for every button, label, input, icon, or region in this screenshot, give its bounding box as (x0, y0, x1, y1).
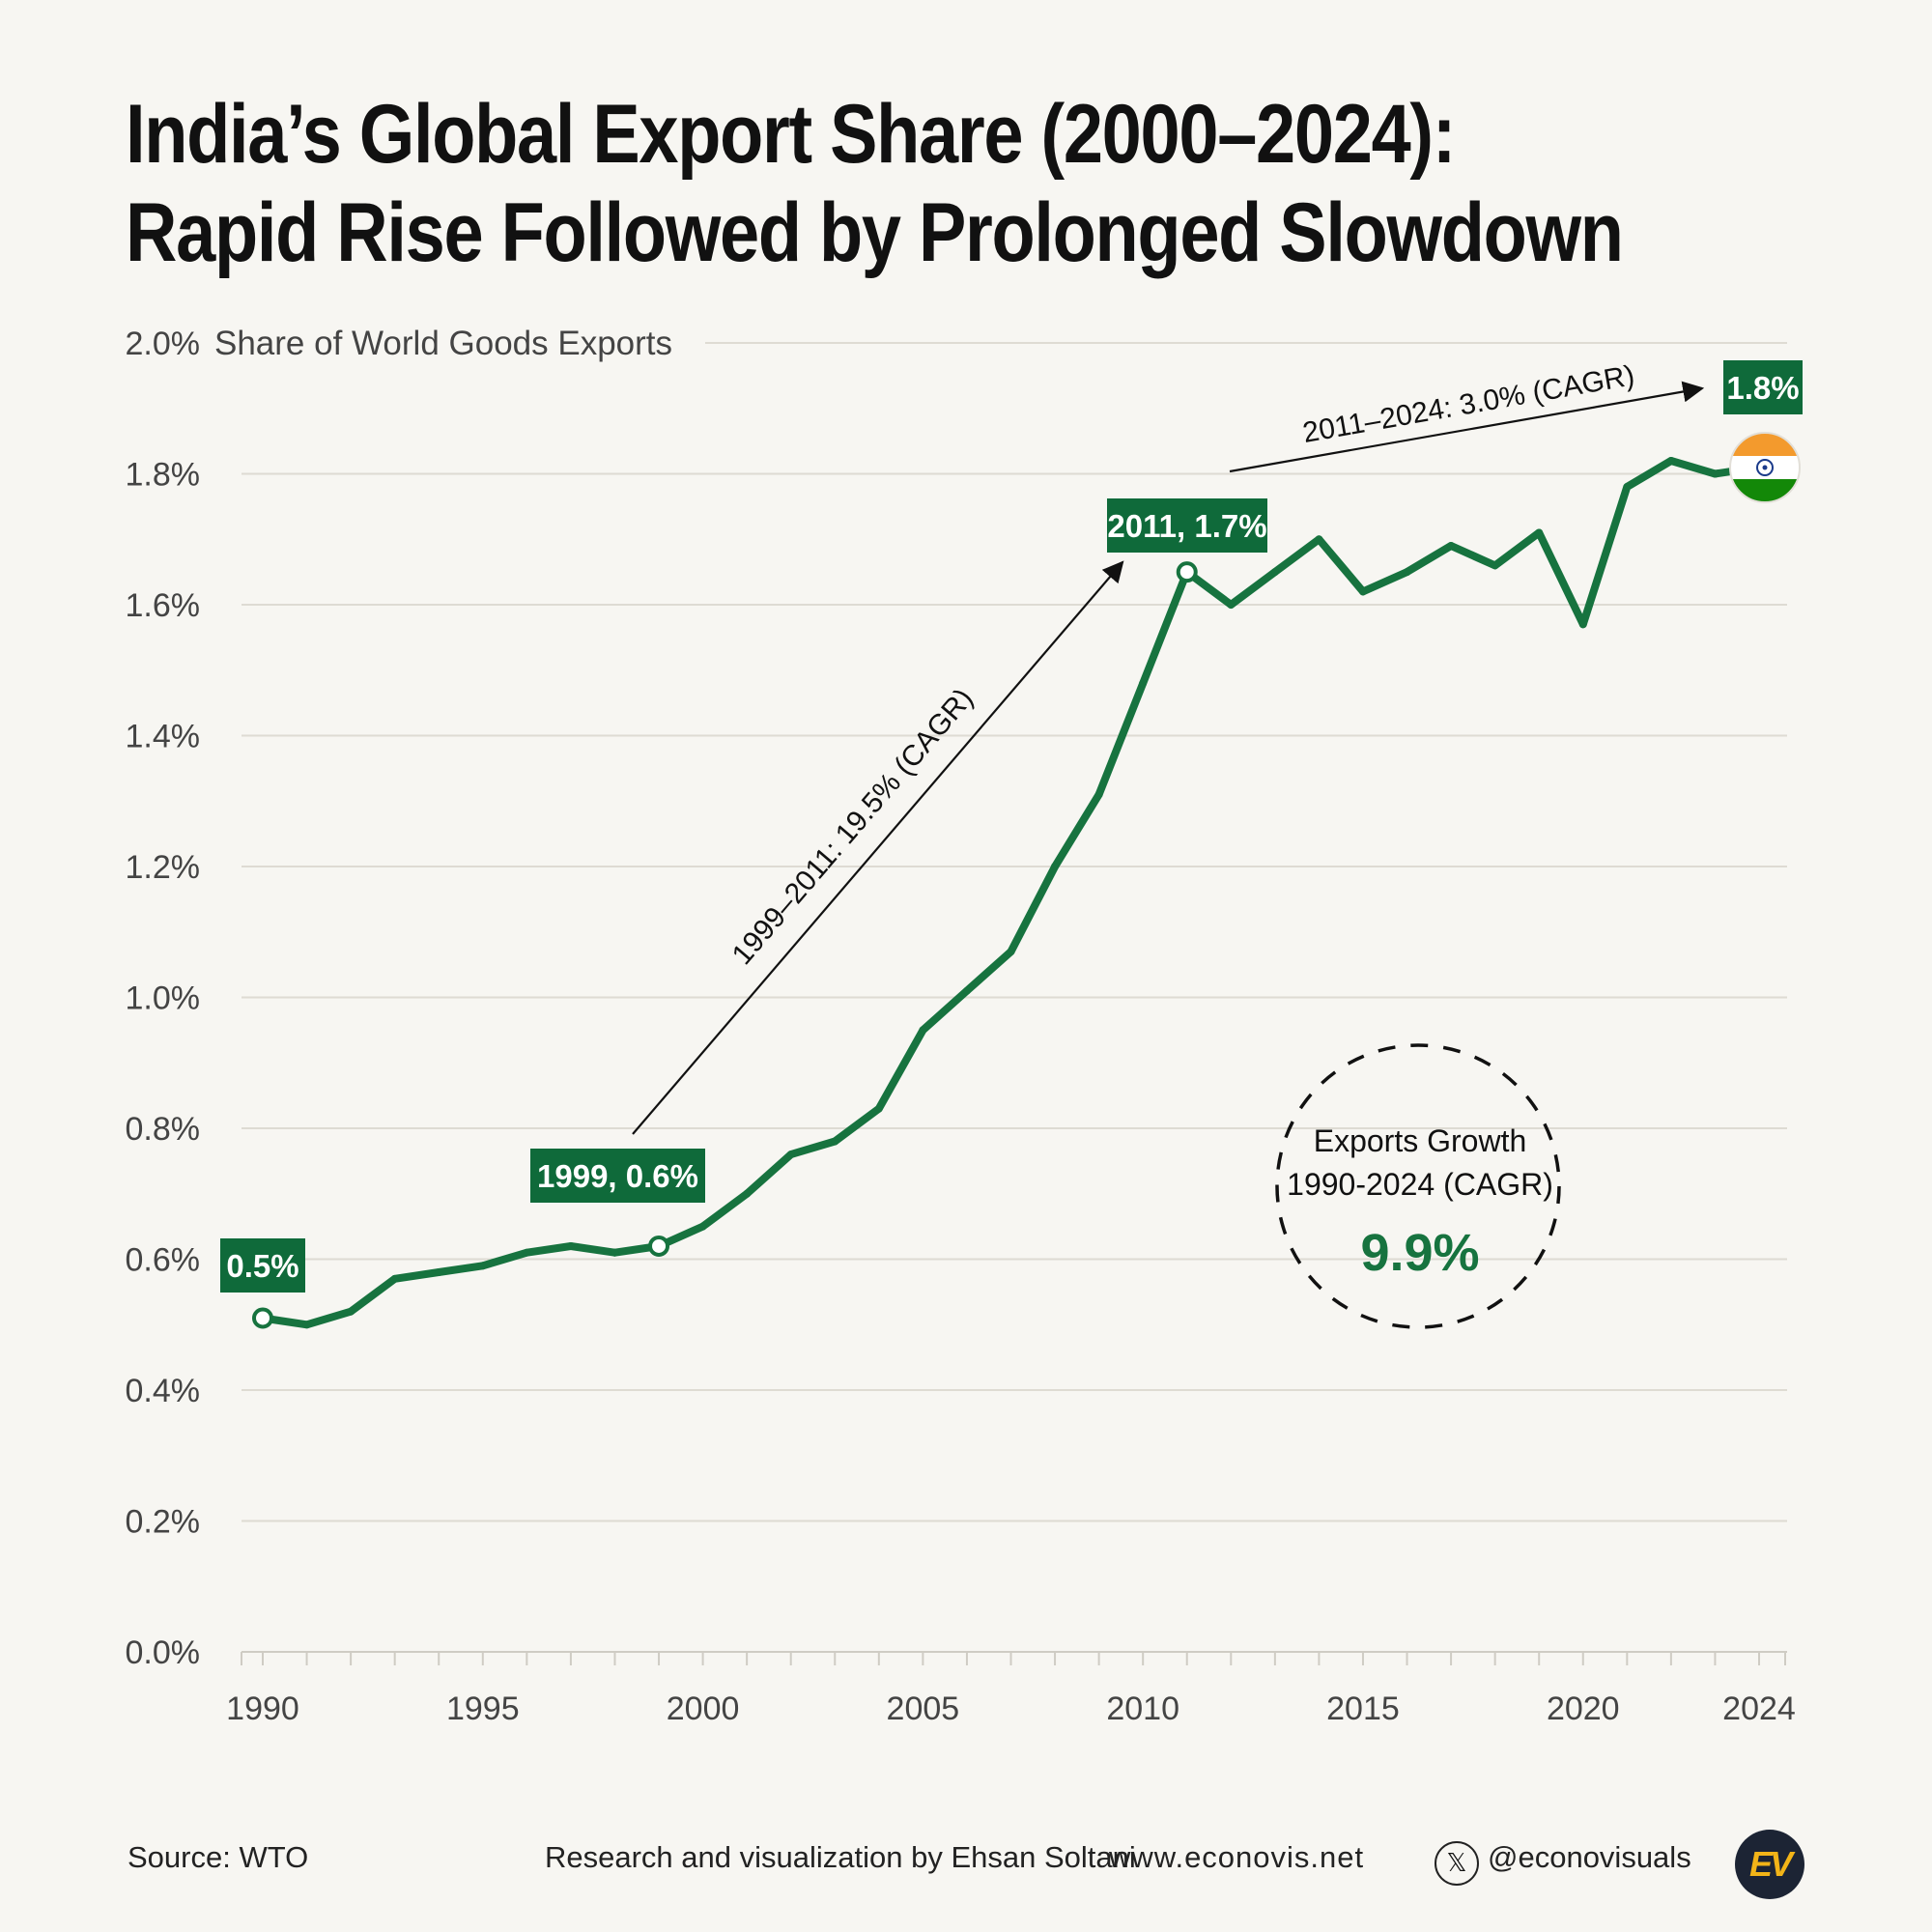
data-point-2002 (786, 1151, 795, 1159)
data-point-1998 (611, 1248, 619, 1257)
summary-value: 9.9% (1360, 1224, 1479, 1282)
summary-line-1: Exports Growth (1314, 1123, 1527, 1158)
callout-label-box (530, 1149, 705, 1203)
callout-label-box (220, 1238, 305, 1293)
callout-2011, 1.7%: 2011, 1.7% (1107, 498, 1267, 583)
callout-marker (648, 1235, 670, 1257)
data-point-2018 (1491, 561, 1499, 570)
y-tick-label: 1.6% (126, 587, 201, 624)
callout-label-text: 1.8% (1726, 370, 1799, 406)
flag-saffron-band (1730, 433, 1800, 456)
x-tick-label: 2024 (1722, 1690, 1796, 1727)
footer-website-link[interactable]: www.econovis.net (1109, 1840, 1365, 1874)
annotation-label-1999-2011: 1999–2011: 19.5% (CAGR) (726, 683, 980, 971)
callout-marker (252, 1307, 273, 1329)
x-icon[interactable]: 𝕏 (1435, 1841, 1479, 1886)
y-tick-label: 0.0% (126, 1634, 201, 1671)
data-point-1996 (523, 1248, 531, 1257)
data-point-2016 (1403, 568, 1411, 577)
y-tick-label: 1.4% (126, 719, 201, 755)
data-point-2004 (874, 1104, 883, 1113)
data-point-2019 (1535, 528, 1544, 537)
data-point-2021 (1623, 483, 1632, 492)
flag-chakra (1756, 459, 1774, 476)
data-point-2007 (1007, 948, 1015, 956)
econovis-logo: EV (1735, 1830, 1804, 1899)
data-point-2012 (1227, 601, 1236, 609)
chart-title-line-2: Rapid Rise Followed by Prolonged Slowdow… (126, 186, 1624, 279)
y-tick-label: 1.2% (126, 849, 201, 886)
data-point-2022 (1666, 456, 1675, 465)
callout-0.5%: 0.5% (220, 1238, 305, 1329)
callout-label-text: 2011, 1.7% (1107, 508, 1266, 544)
annotation-arrow-2011-2024 (1229, 381, 1705, 473)
x-tick-label: 1990 (226, 1690, 299, 1727)
flag-outline (1729, 432, 1801, 503)
callout-label-text: 0.5% (226, 1248, 298, 1284)
footer-social-handle[interactable]: @econovisuals (1488, 1840, 1691, 1874)
data-point-2014 (1315, 535, 1323, 544)
y-axis-title: Share of World Goods Exports (214, 325, 672, 362)
callout-label-box (1723, 360, 1803, 414)
footer-source: Source: WTO (128, 1840, 309, 1874)
chart-title-line-1: India’s Global Export Share (2000–2024): (126, 88, 1456, 181)
x-tick-label: 2015 (1326, 1690, 1400, 1727)
data-point-1995 (478, 1262, 487, 1270)
y-tick-label: 0.2% (126, 1504, 201, 1541)
y-tick-label: 1.8% (126, 457, 201, 494)
flag-chakra-hub (1762, 465, 1768, 470)
annotation-label-2011-2024: 2011–2024: 3.0% (CAGR) (1300, 359, 1636, 449)
x-tick-label: 2005 (887, 1690, 960, 1727)
footer-credit: Research and visualization by Ehsan Solt… (545, 1840, 1136, 1874)
data-point-1997 (566, 1241, 575, 1250)
annotation-arrow-1999-2011 (632, 560, 1124, 1135)
data-point-2000 (698, 1222, 707, 1231)
data-point-2008 (1051, 863, 1060, 870)
x-tick-label: 2000 (667, 1690, 740, 1727)
callout-label-text: 1999, 0.6% (537, 1158, 698, 1194)
data-point-2009 (1094, 790, 1103, 799)
y-tick-label: 0.8% (126, 1111, 201, 1148)
y-tick-label: 0.6% (126, 1242, 201, 1279)
data-point-2023 (1711, 469, 1719, 478)
callout-label-box (1107, 498, 1267, 553)
callout-1999, 0.6%: 1999, 0.6% (530, 1149, 705, 1257)
callout-1.8%: 1.8% (1723, 360, 1803, 414)
data-point-1991 (302, 1321, 311, 1329)
data-point-2020 (1578, 620, 1587, 629)
y-tick-label: 1.0% (126, 980, 201, 1017)
data-point-2001 (743, 1189, 752, 1198)
data-point-1994 (435, 1268, 443, 1277)
x-tick-label: 2010 (1106, 1690, 1179, 1727)
data-point-1992 (347, 1307, 355, 1316)
x-tick-label: 1995 (446, 1690, 520, 1727)
summary-dashed-circle (1275, 1043, 1561, 1329)
y-tick-label: 0.4% (126, 1373, 201, 1409)
data-point-2005 (919, 1026, 927, 1035)
chart-title: India’s Global Export Share (2000–2024):… (126, 85, 1624, 282)
data-point-2003 (831, 1137, 839, 1146)
y-tick-label: 2.0% (126, 326, 201, 362)
data-point-2017 (1447, 542, 1456, 551)
summary-line-2: 1990-2024 (CAGR) (1287, 1167, 1553, 1202)
callout-marker (1176, 561, 1198, 583)
x-tick-label: 2020 (1547, 1690, 1620, 1727)
data-point-2015 (1358, 587, 1367, 596)
flag-green-band (1730, 479, 1800, 502)
data-point-2006 (962, 986, 971, 995)
data-point-1993 (390, 1274, 399, 1283)
data-point-2013 (1270, 568, 1279, 577)
data-point-2010 (1139, 679, 1148, 688)
